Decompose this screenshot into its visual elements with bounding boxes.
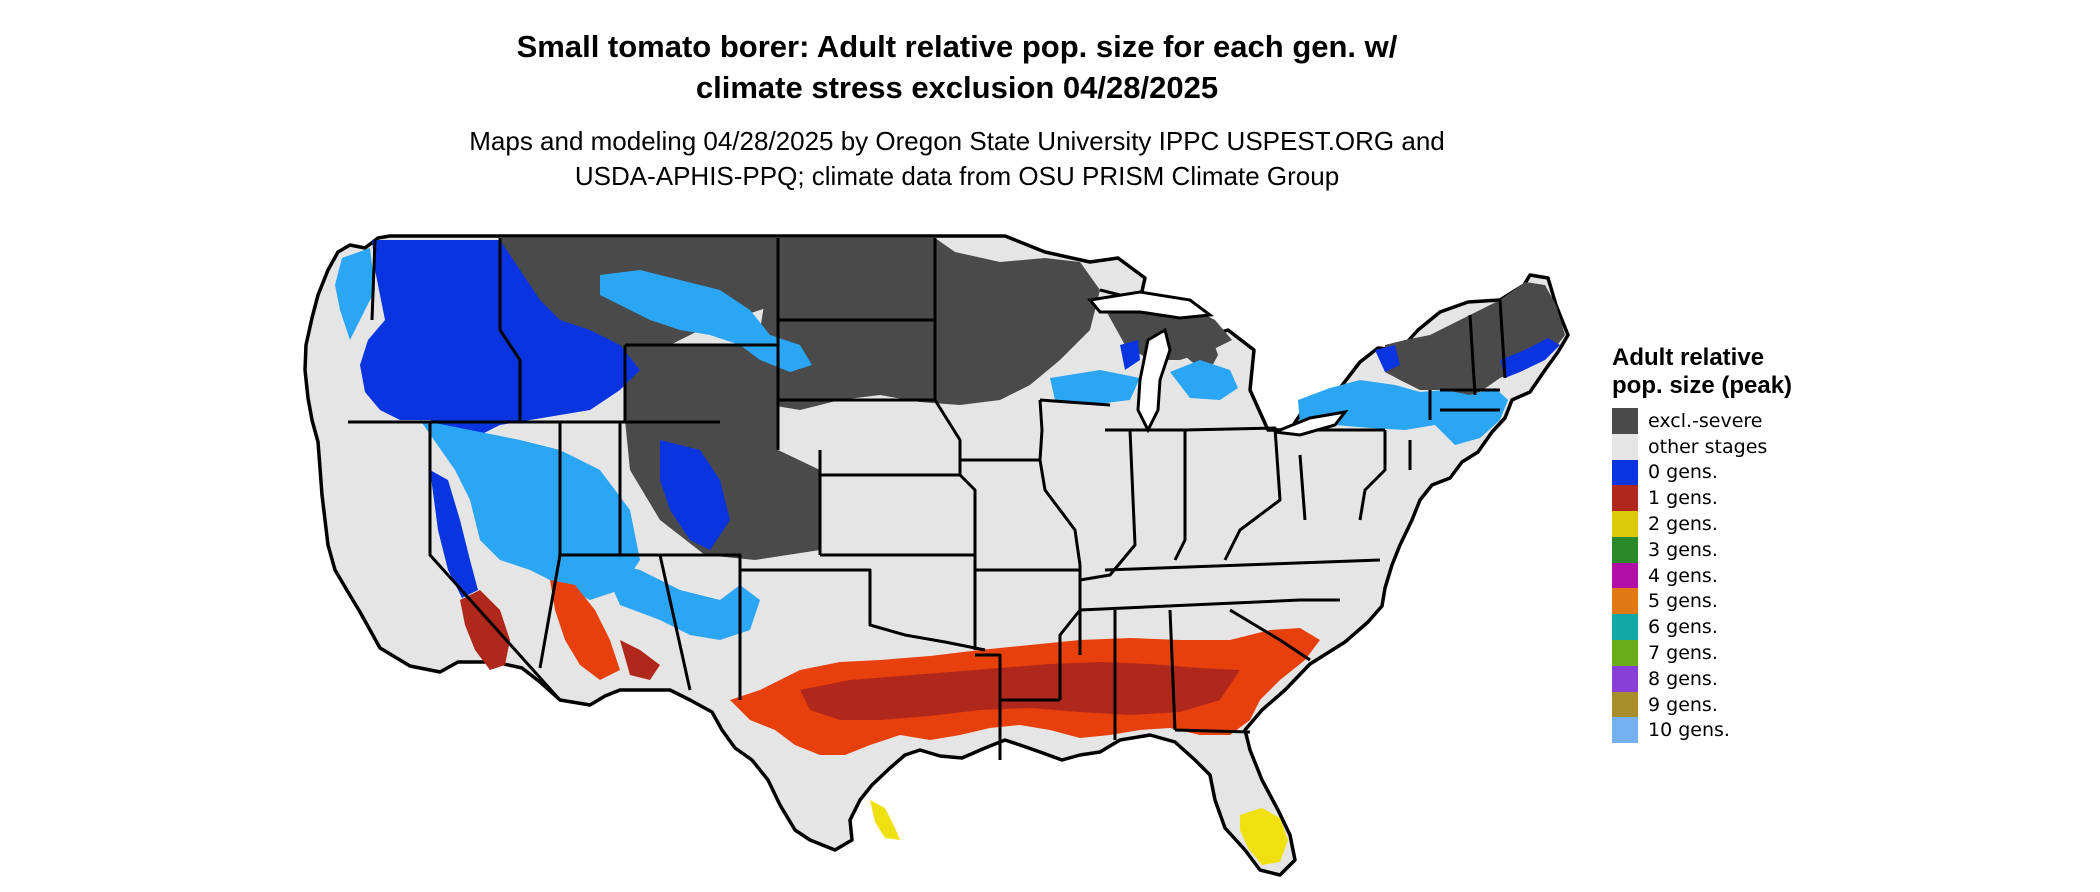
- legend-label: excl.-severe: [1648, 409, 1763, 432]
- legend-item: 10 gens.: [1612, 717, 1852, 744]
- map-title: Small tomato borer: Adult relative pop. …: [0, 26, 1914, 108]
- one-gen-california: [460, 590, 510, 670]
- one-gen-southern-belt-dark: [800, 662, 1240, 720]
- zero-gens-colorado: [660, 440, 730, 550]
- two-gens-south-texas: [870, 800, 900, 840]
- legend-swatch: [1612, 691, 1638, 718]
- legend-swatch: [1612, 485, 1638, 512]
- legend-label: 1 gens.: [1648, 487, 1718, 510]
- zero-gens-new-england-coast: [1420, 388, 1508, 445]
- legend-label: other stages: [1648, 435, 1768, 458]
- zero-gens-light-west: [335, 248, 375, 340]
- legend-swatch: [1612, 614, 1638, 641]
- zero-gens-arizona-nm: [600, 560, 760, 640]
- zero-gens-michigan: [1170, 360, 1238, 400]
- legend-swatch: [1612, 588, 1638, 615]
- map-subtitle: Maps and modeling 04/28/2025 by Oregon S…: [0, 124, 1914, 194]
- legend-label: 4 gens.: [1648, 564, 1718, 587]
- legend-label: 8 gens.: [1648, 667, 1718, 690]
- legend-label: 7 gens.: [1648, 642, 1718, 665]
- legend-label: 0 gens.: [1648, 461, 1718, 484]
- two-gens-south-florida: [1240, 808, 1288, 865]
- legend-swatch: [1612, 562, 1638, 589]
- legend-item: excl.-severe: [1612, 407, 1852, 434]
- zero-gens-maine-coast: [1500, 338, 1560, 378]
- excluded-northern-plains: [740, 238, 1100, 410]
- map-title-line-2: climate stress exclusion 04/28/2025: [695, 70, 1219, 105]
- zero-gens-upstate-ny: [1375, 345, 1400, 372]
- one-gen-arizona: [550, 580, 620, 680]
- lake-michigan: [1136, 327, 1172, 434]
- legend-item: 9 gens.: [1612, 691, 1852, 718]
- legend-swatch: [1612, 459, 1638, 486]
- legend-label: 5 gens.: [1648, 590, 1718, 613]
- legend-swatch: [1612, 433, 1638, 460]
- map-title-line-1: Small tomato borer: Adult relative pop. …: [516, 29, 1398, 64]
- legend-item: 8 gens.: [1612, 665, 1852, 692]
- legend-item: 7 gens.: [1612, 640, 1852, 667]
- legend-items: excl.-severe other stages 0 gens. 1 gens. 2 …: [1612, 407, 1852, 744]
- legend-swatch: [1612, 407, 1638, 434]
- legend-label: 10 gens.: [1648, 719, 1730, 742]
- legend-label: 3 gens.: [1648, 538, 1718, 561]
- zero-gens-wisconsin: [1050, 370, 1140, 405]
- legend-title: Adult relative pop. size (peak): [1612, 344, 1793, 399]
- legend: Adult relative pop. size (peak) excl.-se…: [1612, 344, 1852, 744]
- legend-label: 9 gens.: [1648, 693, 1718, 716]
- legend-swatch: [1612, 536, 1638, 563]
- state-borders: [348, 238, 1507, 760]
- legend-label: 2 gens.: [1648, 513, 1718, 536]
- legend-item: 6 gens.: [1612, 614, 1852, 641]
- lake-superior: [1087, 290, 1214, 320]
- legend-item: other stages: [1612, 433, 1852, 460]
- legend-swatch: [1612, 640, 1638, 667]
- legend-item: 2 gens.: [1612, 511, 1852, 538]
- legend-swatch: [1612, 717, 1638, 744]
- zero-gens-pacific-northwest: [360, 240, 640, 440]
- map-subtitle-line-2: USDA-APHIS-PPQ; climate data from OSU PR…: [574, 161, 1340, 191]
- legend-swatch: [1612, 665, 1638, 692]
- legend-label: 6 gens.: [1648, 616, 1718, 639]
- legend-item: 5 gens.: [1612, 588, 1852, 615]
- excluded-northern-michigan: [1172, 322, 1218, 370]
- legend-item: 3 gens.: [1612, 536, 1852, 563]
- map-subtitle-line-1: Maps and modeling 04/28/2025 by Oregon S…: [469, 126, 1445, 156]
- lake-erie: [1274, 409, 1349, 437]
- legend-item: 4 gens.: [1612, 562, 1852, 589]
- legend-item: 1 gens.: [1612, 485, 1852, 512]
- zero-gens-sierra: [430, 470, 478, 598]
- legend-item: 0 gens.: [1612, 459, 1852, 486]
- legend-swatch: [1612, 511, 1638, 538]
- one-gen-arizona-dark: [620, 640, 660, 680]
- zero-gens-michigan-dark: [1120, 340, 1140, 370]
